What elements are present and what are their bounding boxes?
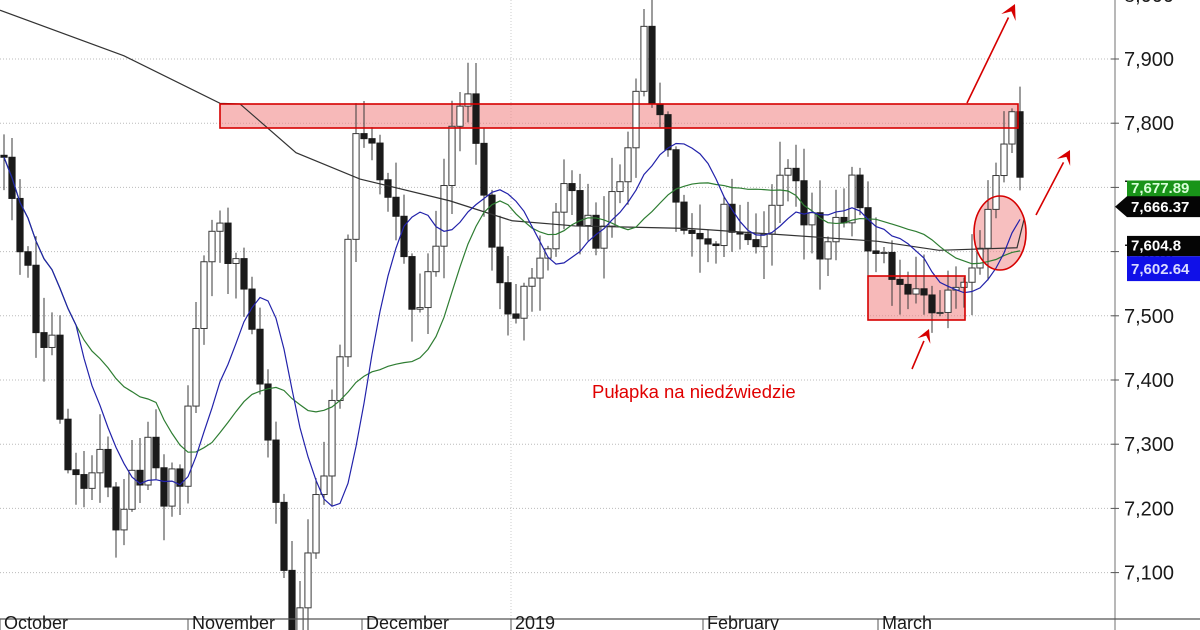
svg-text:7,100: 7,100 [1124, 563, 1174, 585]
svg-text:December: December [366, 613, 449, 630]
svg-text:7,602.64: 7,602.64 [1131, 261, 1190, 278]
svg-text:Pułapka na niedźwiedzie: Pułapka na niedźwiedzie [592, 381, 796, 402]
svg-text:7,677.89: 7,677.89 [1131, 180, 1189, 197]
svg-text:October: October [4, 613, 68, 630]
svg-text:7,200: 7,200 [1124, 498, 1174, 520]
svg-text:7,666.37: 7,666.37 [1131, 199, 1189, 216]
svg-text:7,400: 7,400 [1124, 370, 1174, 392]
svg-text:2019: 2019 [515, 613, 555, 630]
svg-text:7,800: 7,800 [1124, 113, 1174, 135]
svg-text:March: March [882, 613, 932, 630]
svg-text:7,604.8: 7,604.8 [1131, 238, 1181, 255]
svg-text:7,900: 7,900 [1124, 49, 1174, 71]
svg-text:7,300: 7,300 [1124, 434, 1174, 456]
svg-text:7,500: 7,500 [1124, 306, 1174, 328]
svg-text:February: February [707, 613, 779, 630]
svg-text:November: November [192, 613, 275, 630]
svg-text:8,000: 8,000 [1124, 0, 1174, 7]
